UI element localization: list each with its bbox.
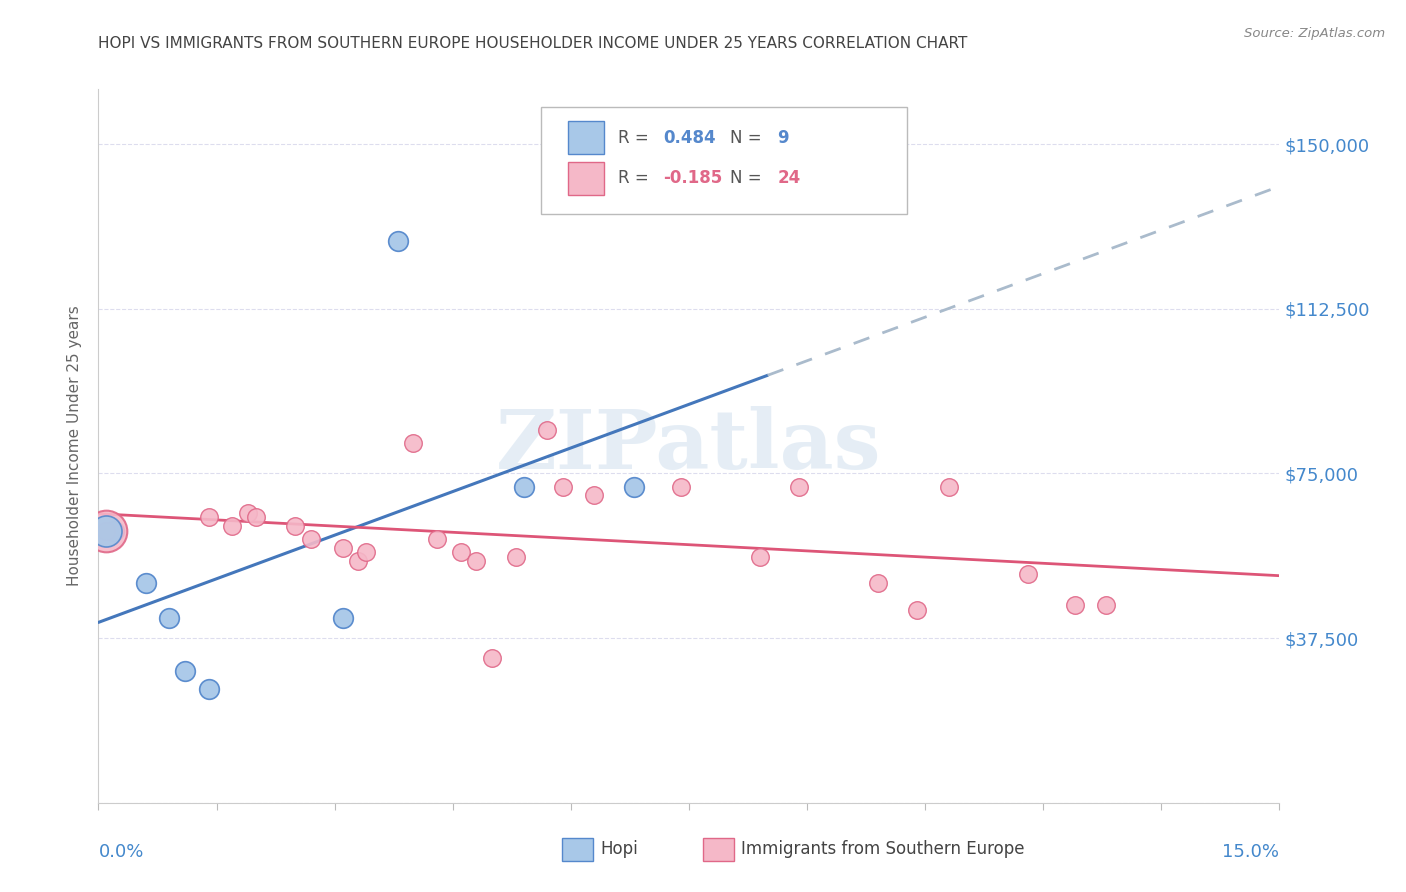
Point (236, 506, 259, 520)
Point (481, 651, 503, 665)
FancyBboxPatch shape (541, 107, 907, 214)
Point (866, 576, 889, 591)
Text: -0.185: -0.185 (664, 169, 723, 187)
Point (623, 480, 645, 494)
Point (96, 524, 118, 538)
Point (157, 611, 180, 625)
Text: 0.0%: 0.0% (98, 843, 143, 861)
Point (1063, 598, 1085, 612)
Point (221, 519, 243, 533)
Point (174, 664, 197, 678)
Point (505, 549, 527, 564)
Point (905, 602, 928, 616)
Point (426, 533, 449, 547)
Point (332, 611, 354, 625)
Point (197, 510, 219, 524)
Bar (568, 121, 605, 154)
Point (748, 549, 770, 564)
Text: 15.0%: 15.0% (1222, 843, 1279, 861)
Point (135, 576, 157, 591)
Text: 9: 9 (778, 128, 789, 146)
Point (536, 423, 558, 437)
Text: N =: N = (730, 169, 762, 187)
Point (387, 234, 409, 248)
Point (402, 435, 425, 450)
Y-axis label: Householder Income Under 25 years: Householder Income Under 25 years (67, 306, 83, 586)
Point (465, 554, 488, 568)
Point (1017, 567, 1039, 582)
Point (583, 488, 606, 502)
Text: Hopi: Hopi (600, 840, 638, 858)
Bar (568, 162, 605, 194)
Point (347, 554, 370, 568)
Point (551, 480, 574, 494)
Point (787, 480, 810, 494)
Point (1095, 598, 1118, 612)
Text: 0.484: 0.484 (664, 128, 716, 146)
Text: 24: 24 (778, 169, 801, 187)
Point (354, 545, 377, 559)
Text: Immigrants from Southern Europe: Immigrants from Southern Europe (741, 840, 1025, 858)
Point (299, 533, 322, 547)
Point (284, 519, 307, 533)
Point (245, 510, 267, 524)
Point (96, 524, 118, 538)
Point (450, 545, 472, 559)
Text: R =: R = (619, 169, 654, 187)
Point (512, 480, 534, 494)
Text: Source: ZipAtlas.com: Source: ZipAtlas.com (1244, 27, 1385, 40)
Text: N =: N = (730, 128, 762, 146)
Point (103, 524, 125, 538)
Point (96, 524, 118, 538)
Point (669, 480, 692, 494)
Text: R =: R = (619, 128, 654, 146)
Point (938, 480, 960, 494)
Text: ZIPatlas: ZIPatlas (496, 406, 882, 486)
Point (197, 681, 219, 696)
Text: HOPI VS IMMIGRANTS FROM SOUTHERN EUROPE HOUSEHOLDER INCOME UNDER 25 YEARS CORREL: HOPI VS IMMIGRANTS FROM SOUTHERN EUROPE … (98, 36, 967, 51)
Point (332, 541, 354, 555)
